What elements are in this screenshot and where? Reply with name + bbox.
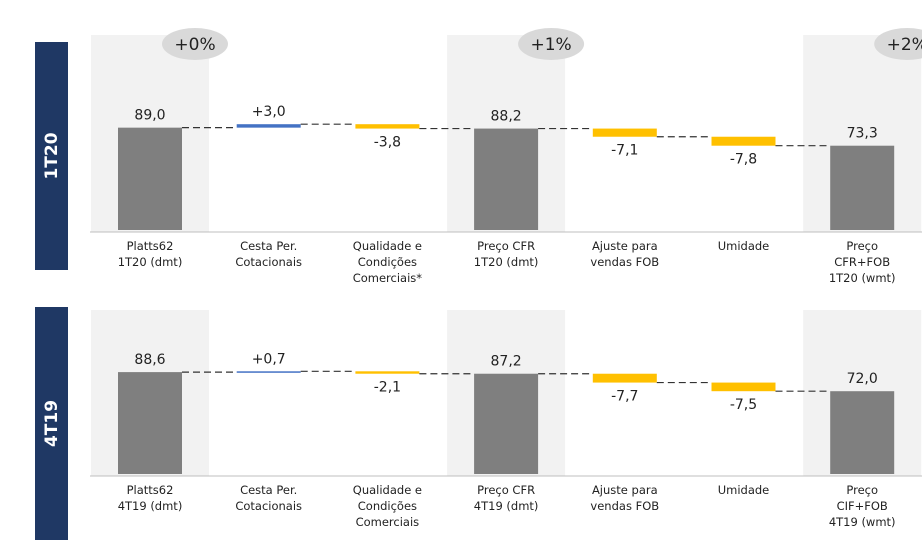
- bar: [711, 136, 776, 146]
- bar: [474, 373, 539, 474]
- badge: [162, 28, 228, 60]
- value-label: -2,1: [374, 380, 401, 396]
- value-label: -3,8: [374, 135, 401, 151]
- category-label: Umidade: [717, 483, 770, 497]
- category-label: Umidade: [717, 239, 770, 253]
- value-label: +3,0: [252, 104, 286, 120]
- panel-label: 1T20: [42, 132, 62, 179]
- value-label: -7,1: [611, 143, 638, 159]
- value-label: +0,7: [252, 351, 286, 367]
- bar: [592, 373, 657, 383]
- panel-label: 4T19: [42, 400, 62, 447]
- bar: [592, 128, 657, 137]
- bar: [355, 371, 420, 374]
- value-label: 88,2: [491, 109, 522, 125]
- bar: [355, 124, 420, 129]
- bar: [474, 128, 539, 230]
- value-label: -7,7: [611, 389, 638, 405]
- category-label: Ajuste para vendas FOB: [590, 239, 660, 269]
- bar: [830, 145, 895, 230]
- bar: [118, 372, 182, 474]
- badge: [518, 28, 585, 60]
- category-label: Platts62 4T19 (dmt): [117, 483, 183, 513]
- category-label: Platts62 1T20 (dmt): [117, 239, 183, 269]
- value-label: 87,2: [491, 354, 522, 370]
- value-label: 88,6: [134, 352, 165, 368]
- value-label: 72,0: [847, 371, 878, 387]
- value-label: 89,0: [134, 108, 165, 124]
- category-label: Preço CFR 4T19 (dmt): [473, 483, 539, 513]
- value-label: 73,3: [847, 126, 878, 142]
- bar: [711, 382, 776, 392]
- bar: [830, 391, 895, 474]
- value-label: -7,8: [730, 152, 757, 168]
- badge-label: +0%: [174, 35, 215, 55]
- category-label: Preço CIF+FOB 4T19 (wmt): [828, 483, 896, 529]
- category-label: Ajuste para vendas FOB: [590, 483, 660, 513]
- category-label: Preço CFR+FOB 1T20 (wmt): [828, 239, 896, 285]
- category-label: Preço CFR 1T20 (dmt): [473, 239, 539, 269]
- category-label: Cesta Per. Cotacionais: [235, 239, 303, 269]
- value-label: -7,5: [730, 397, 757, 413]
- category-label: Qualidade e Condições Comerciais: [352, 483, 422, 529]
- bar: [236, 371, 301, 373]
- category-label: Cesta Per. Cotacionais: [235, 483, 303, 513]
- bar: [118, 127, 182, 230]
- badge: [874, 28, 922, 60]
- panel-label-bg: [35, 307, 68, 540]
- bar: [236, 124, 301, 128]
- category-label: Qualidade e Condições Comerciais*: [352, 239, 423, 285]
- panel-label-bg: [35, 42, 68, 270]
- badge-label: +2%: [887, 35, 922, 55]
- badge-label: +1%: [530, 35, 571, 55]
